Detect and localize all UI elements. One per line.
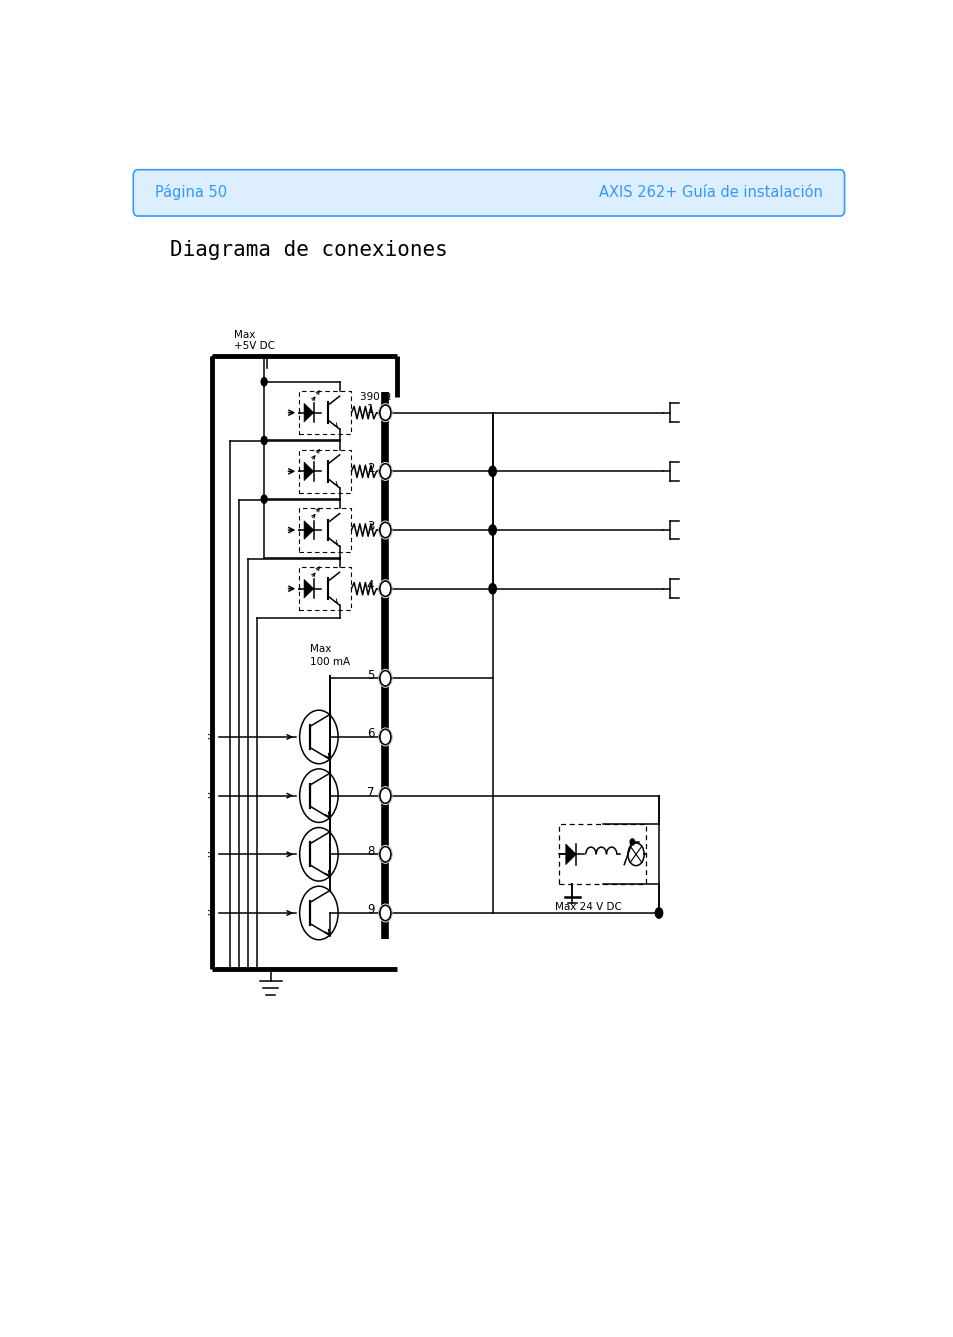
Circle shape bbox=[378, 670, 392, 687]
Bar bbox=[298, 567, 351, 610]
FancyBboxPatch shape bbox=[133, 170, 843, 217]
Circle shape bbox=[488, 583, 496, 594]
Circle shape bbox=[261, 436, 267, 445]
Circle shape bbox=[378, 845, 392, 864]
Circle shape bbox=[378, 904, 392, 921]
Text: 3: 3 bbox=[367, 520, 374, 533]
Text: 5: 5 bbox=[367, 668, 374, 682]
Text: 390 Ω: 390 Ω bbox=[359, 392, 391, 402]
Text: 100 mA: 100 mA bbox=[310, 656, 350, 667]
Bar bbox=[298, 390, 351, 435]
Circle shape bbox=[488, 467, 496, 476]
Polygon shape bbox=[304, 404, 314, 422]
Circle shape bbox=[378, 787, 392, 805]
Circle shape bbox=[261, 495, 267, 503]
Polygon shape bbox=[304, 463, 314, 480]
Text: 1: 1 bbox=[367, 402, 374, 416]
Text: Max 24 V DC: Max 24 V DC bbox=[555, 902, 621, 912]
Text: >: > bbox=[207, 731, 215, 742]
Circle shape bbox=[378, 463, 392, 480]
Circle shape bbox=[378, 904, 392, 921]
Circle shape bbox=[378, 729, 392, 746]
Text: >: > bbox=[207, 849, 215, 860]
Polygon shape bbox=[565, 844, 576, 865]
Circle shape bbox=[378, 845, 392, 864]
Text: Diagrama de conexiones: Diagrama de conexiones bbox=[170, 241, 447, 259]
Circle shape bbox=[378, 404, 392, 421]
Circle shape bbox=[378, 521, 392, 539]
Circle shape bbox=[488, 525, 496, 535]
Text: +5V DC: +5V DC bbox=[233, 341, 274, 350]
Text: 2: 2 bbox=[367, 461, 374, 475]
Text: >: > bbox=[207, 790, 215, 801]
Circle shape bbox=[378, 521, 392, 539]
Text: 6: 6 bbox=[367, 727, 374, 741]
Circle shape bbox=[378, 580, 392, 598]
Circle shape bbox=[378, 729, 392, 746]
Polygon shape bbox=[304, 521, 314, 539]
Text: AXIS 262+ Guía de instalación: AXIS 262+ Guía de instalación bbox=[598, 185, 822, 199]
Circle shape bbox=[261, 377, 267, 386]
Bar bbox=[558, 825, 646, 884]
Text: 9: 9 bbox=[367, 904, 374, 916]
Text: Página 50: Página 50 bbox=[154, 185, 227, 201]
Text: 4: 4 bbox=[367, 579, 374, 592]
Circle shape bbox=[630, 838, 634, 845]
Circle shape bbox=[378, 463, 392, 480]
Circle shape bbox=[378, 404, 392, 421]
Bar bbox=[298, 508, 351, 552]
Bar bbox=[298, 449, 351, 493]
Text: 7: 7 bbox=[367, 786, 374, 800]
Text: 8: 8 bbox=[367, 845, 374, 858]
Circle shape bbox=[378, 787, 392, 805]
Circle shape bbox=[655, 908, 662, 919]
Circle shape bbox=[378, 670, 392, 687]
Text: Max: Max bbox=[233, 330, 255, 341]
Text: >: > bbox=[207, 908, 215, 919]
Circle shape bbox=[378, 580, 392, 598]
Polygon shape bbox=[304, 579, 314, 598]
Text: Max: Max bbox=[310, 644, 331, 654]
